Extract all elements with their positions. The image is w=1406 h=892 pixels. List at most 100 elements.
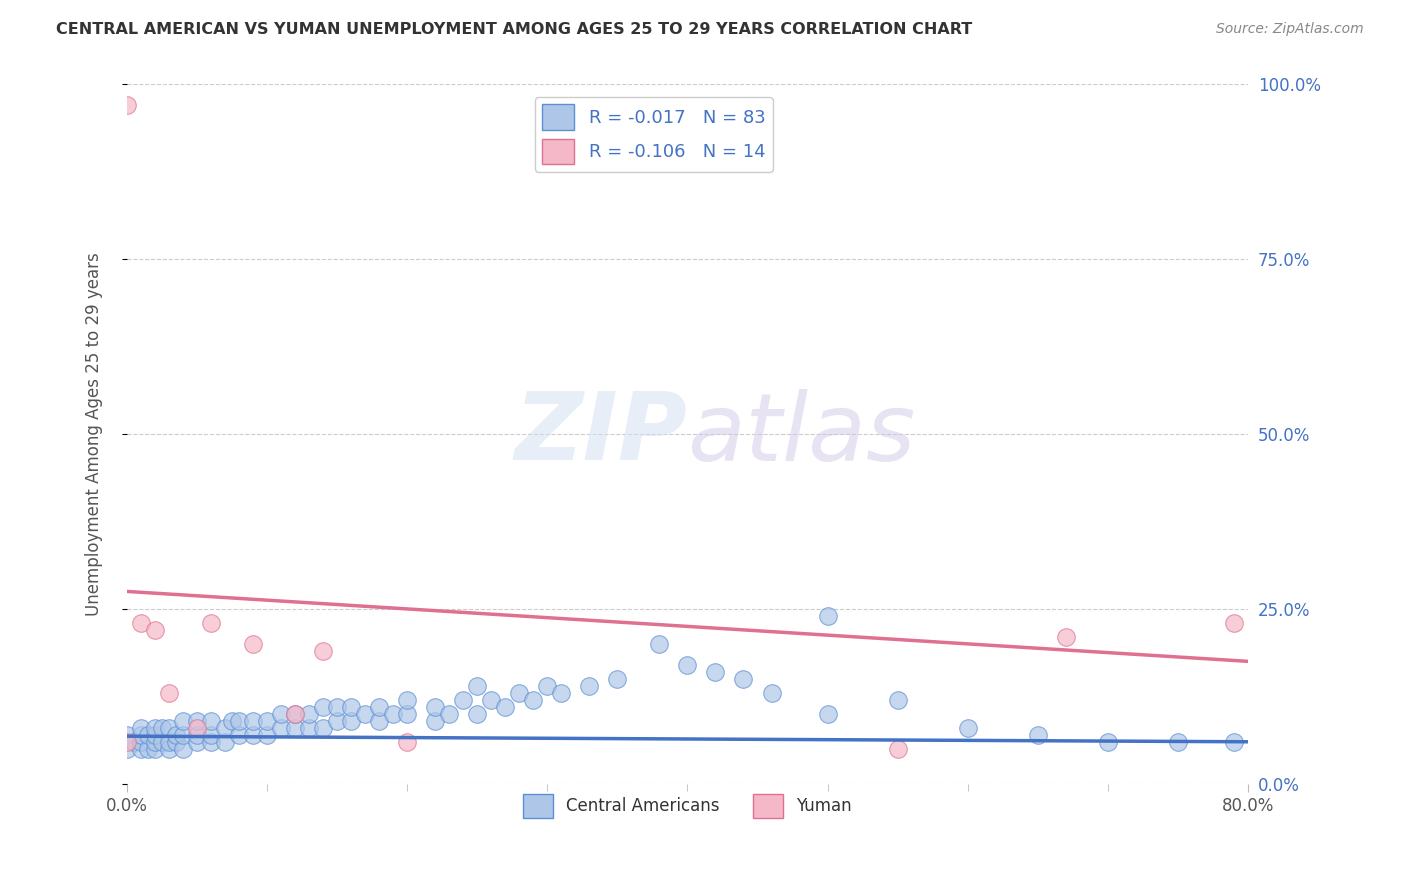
Point — [115, 741, 138, 756]
Point — [340, 699, 363, 714]
Point — [465, 679, 488, 693]
Point — [200, 615, 222, 630]
Point — [1097, 735, 1119, 749]
Y-axis label: Unemployment Among Ages 25 to 29 years: Unemployment Among Ages 25 to 29 years — [86, 252, 103, 616]
Point — [396, 693, 419, 707]
Point — [115, 735, 138, 749]
Point — [382, 706, 405, 721]
Point — [1223, 735, 1246, 749]
Point — [368, 699, 391, 714]
Point — [465, 706, 488, 721]
Point — [1223, 615, 1246, 630]
Text: CENTRAL AMERICAN VS YUMAN UNEMPLOYMENT AMONG AGES 25 TO 29 YEARS CORRELATION CHA: CENTRAL AMERICAN VS YUMAN UNEMPLOYMENT A… — [56, 22, 973, 37]
Point — [284, 706, 307, 721]
Point — [136, 741, 159, 756]
Point — [150, 721, 173, 735]
Text: atlas: atlas — [688, 389, 915, 480]
Point — [284, 721, 307, 735]
Point — [122, 735, 145, 749]
Point — [312, 721, 335, 735]
Point — [312, 644, 335, 658]
Point — [494, 699, 516, 714]
Point — [508, 686, 530, 700]
Point — [115, 728, 138, 742]
Point — [129, 735, 152, 749]
Point — [242, 714, 264, 728]
Text: Source: ZipAtlas.com: Source: ZipAtlas.com — [1216, 22, 1364, 37]
Point — [1026, 728, 1049, 742]
Point — [172, 714, 194, 728]
Point — [284, 706, 307, 721]
Point — [704, 665, 727, 679]
Point — [129, 741, 152, 756]
Point — [354, 706, 377, 721]
Point — [648, 637, 671, 651]
Point — [606, 672, 628, 686]
Point — [956, 721, 979, 735]
Point — [312, 699, 335, 714]
Point — [479, 693, 502, 707]
Point — [221, 714, 243, 728]
Point — [143, 735, 166, 749]
Point — [439, 706, 461, 721]
Point — [200, 735, 222, 749]
Point — [228, 728, 250, 742]
Point — [817, 706, 839, 721]
Point — [186, 721, 208, 735]
Point — [396, 735, 419, 749]
Point — [1054, 630, 1077, 644]
Point — [228, 714, 250, 728]
Point — [298, 706, 321, 721]
Point — [186, 728, 208, 742]
Text: ZIP: ZIP — [515, 388, 688, 480]
Point — [817, 608, 839, 623]
Point — [733, 672, 755, 686]
Point — [129, 615, 152, 630]
Point — [451, 693, 474, 707]
Point — [522, 693, 544, 707]
Point — [157, 686, 180, 700]
Point — [186, 714, 208, 728]
Point — [536, 679, 558, 693]
Point — [143, 728, 166, 742]
Point — [214, 721, 236, 735]
Point — [115, 98, 138, 112]
Point — [368, 714, 391, 728]
Point — [886, 741, 908, 756]
Point — [340, 714, 363, 728]
Point — [200, 728, 222, 742]
Point — [157, 721, 180, 735]
Point — [676, 657, 699, 672]
Point — [326, 699, 349, 714]
Point — [186, 735, 208, 749]
Point — [172, 728, 194, 742]
Point — [214, 735, 236, 749]
Point — [129, 721, 152, 735]
Point — [886, 693, 908, 707]
Point — [242, 728, 264, 742]
Point — [143, 741, 166, 756]
Point — [256, 714, 278, 728]
Point — [242, 637, 264, 651]
Point — [143, 721, 166, 735]
Point — [761, 686, 783, 700]
Point — [200, 714, 222, 728]
Point — [136, 728, 159, 742]
Point — [578, 679, 600, 693]
Point — [1167, 735, 1189, 749]
Point — [172, 741, 194, 756]
Point — [129, 728, 152, 742]
Point — [270, 706, 292, 721]
Point — [270, 721, 292, 735]
Point — [298, 721, 321, 735]
Point — [143, 623, 166, 637]
Point — [550, 686, 572, 700]
Point — [425, 699, 447, 714]
Point — [157, 741, 180, 756]
Point — [165, 728, 187, 742]
Point — [165, 735, 187, 749]
Point — [425, 714, 447, 728]
Point — [150, 735, 173, 749]
Point — [256, 728, 278, 742]
Point — [326, 714, 349, 728]
